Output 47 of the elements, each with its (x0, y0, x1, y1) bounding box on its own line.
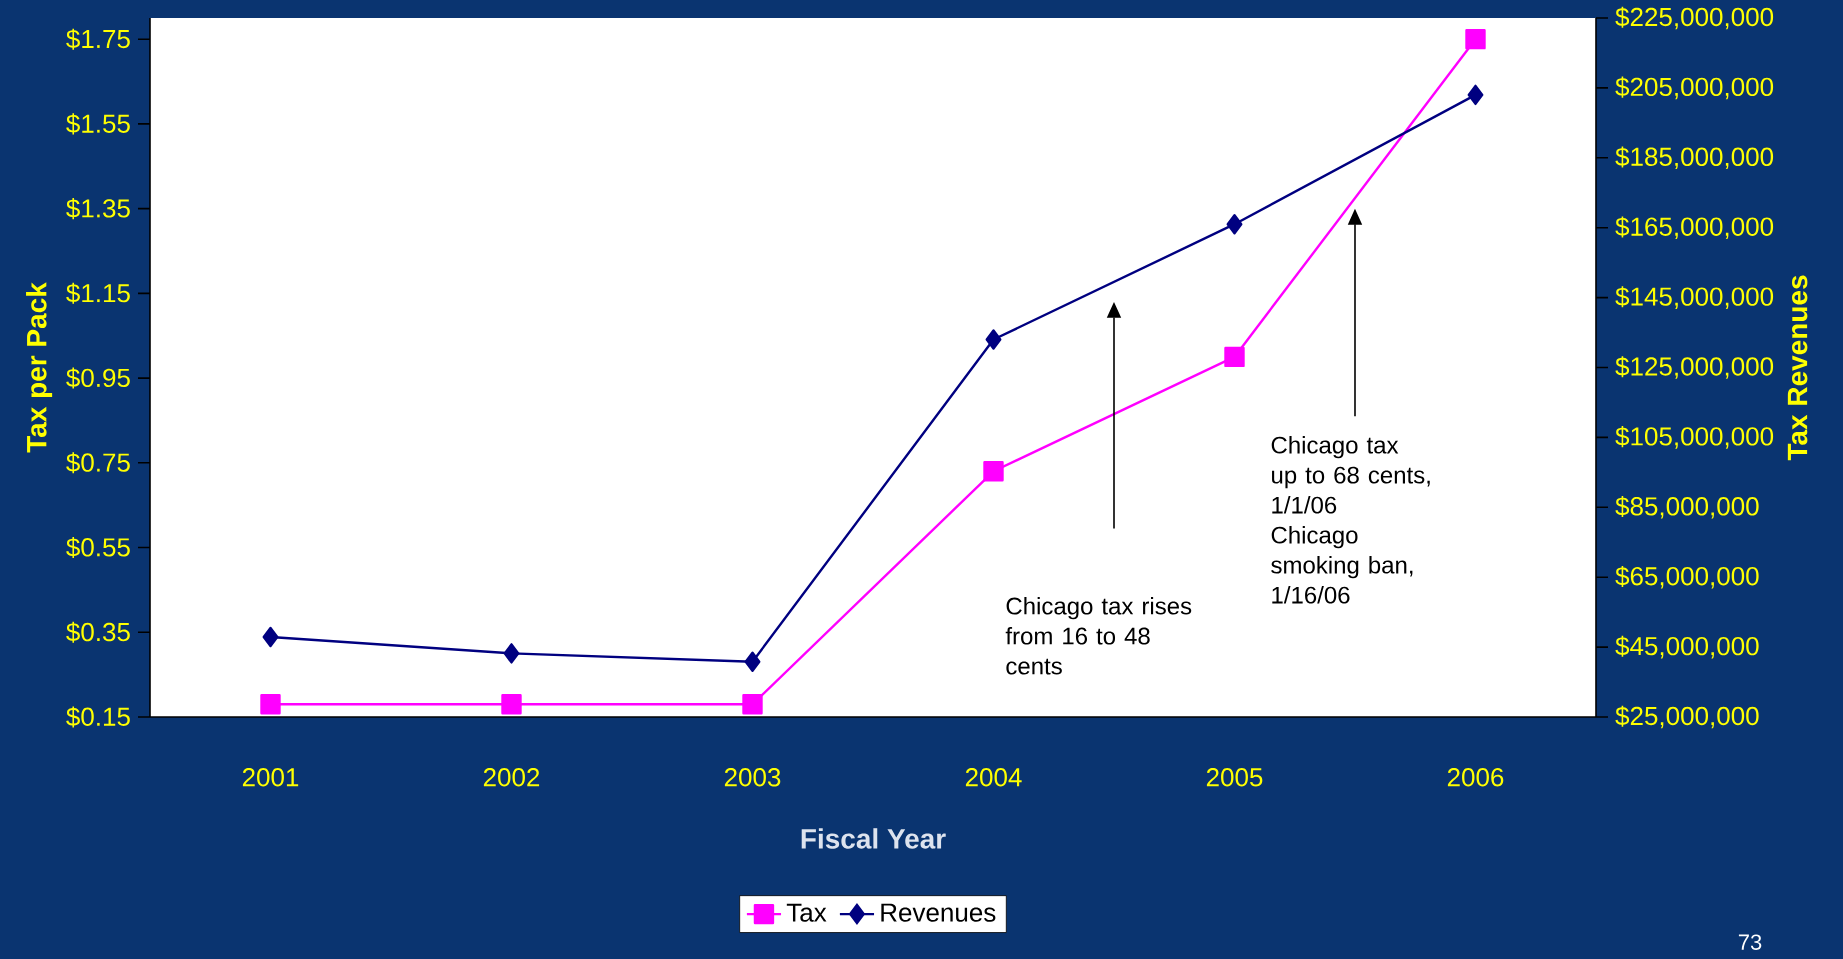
point (1467, 84, 1484, 106)
point (260, 694, 281, 715)
point (262, 626, 279, 648)
y2-tick-label: $205,000,000 (1615, 76, 1774, 100)
y-tick-label: $1.75 (66, 28, 130, 50)
point (985, 329, 1002, 350)
y2-tick-label: $125,000,000 (1615, 356, 1774, 379)
y2-tick-label: $145,000,000 (1615, 286, 1774, 309)
point (1465, 28, 1486, 50)
y2-tick-label: $25,000,000 (1615, 705, 1759, 729)
y2-tick-label: $225,000,000 (1615, 6, 1774, 30)
y2-tick-label: $85,000,000 (1615, 496, 1759, 519)
x-tick-label: 2002 (483, 768, 540, 787)
y-tick-label: $1.35 (66, 198, 130, 220)
y-tick-label: $0.55 (66, 537, 130, 559)
y-axis-title: Tax per Pack (26, 282, 53, 453)
point (503, 643, 520, 664)
y2-tick-label: $185,000,000 (1615, 146, 1774, 170)
x-tick-label: 2004 (965, 768, 1022, 787)
y2-tick-label: $165,000,000 (1615, 216, 1774, 239)
x-tick-label: 2003 (724, 768, 781, 787)
annotation: Chicago tax rises from 16 to 48 cents (1005, 596, 1192, 675)
x-tick-label: 2006 (1447, 768, 1504, 787)
point (501, 694, 522, 715)
point (1226, 213, 1243, 235)
y-tick-label: $0.15 (66, 706, 130, 728)
point (744, 651, 761, 672)
text: 73 (1738, 934, 1762, 950)
legend-label: Revenues (881, 903, 996, 922)
y2-axis-title: Tax Revenues (1787, 275, 1808, 461)
annotation: Chicago smoking ban, 1/16/06 (1271, 526, 1413, 604)
x-tick-label: 2001 (242, 768, 299, 787)
x-tick-label: 2005 (1206, 768, 1263, 787)
legend-label: Tax (786, 903, 827, 922)
point (1224, 346, 1245, 368)
y-tick-label: $0.35 (66, 621, 130, 643)
point (742, 694, 763, 715)
y2-tick-label: $105,000,000 (1615, 426, 1774, 449)
y-tick-label: $0.75 (66, 452, 130, 474)
y-tick-label: $0.95 (66, 367, 130, 389)
y2-tick-label: $65,000,000 (1615, 565, 1759, 589)
y2-tick-label: $45,000,000 (1615, 635, 1759, 659)
y-tick-label: $1.15 (66, 282, 130, 304)
x-axis-title: Fiscal Year (801, 828, 946, 849)
annotation: Chicago tax up to 68 cents, 1/1/06 (1271, 436, 1430, 514)
point (983, 461, 1004, 482)
y-tick-label: $1.55 (66, 113, 130, 135)
